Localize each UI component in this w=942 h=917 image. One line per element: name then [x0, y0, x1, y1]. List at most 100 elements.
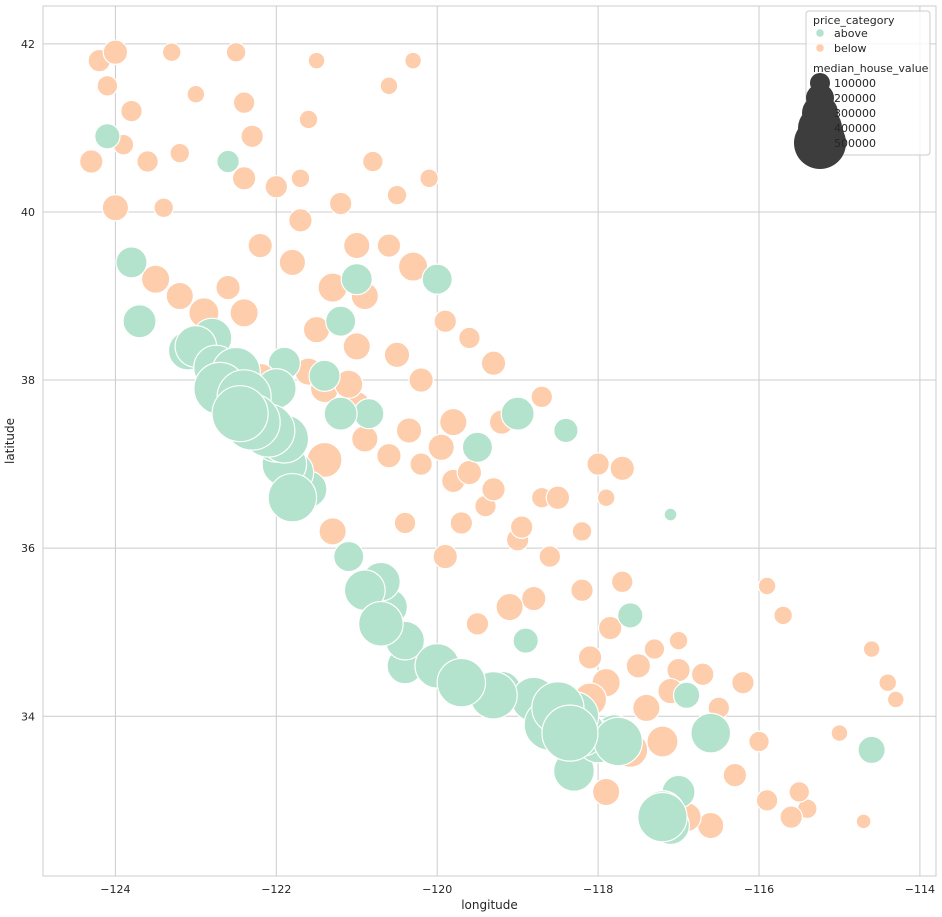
data-point	[376, 442, 402, 469]
data-point	[216, 149, 240, 174]
legend-size-label: 500000	[834, 137, 876, 150]
data-point	[609, 455, 636, 482]
data-point	[386, 184, 408, 206]
data-point	[878, 673, 898, 693]
data-point	[512, 627, 539, 654]
data-point	[358, 600, 404, 647]
data-point	[122, 304, 157, 339]
y-axis-label: latitude	[3, 418, 17, 464]
data-point	[432, 543, 459, 570]
data-point	[779, 805, 803, 829]
legend-size-marker	[794, 117, 846, 169]
data-point	[340, 263, 373, 296]
legend-size-label: 300000	[834, 107, 876, 120]
data-points	[78, 39, 905, 846]
data-point	[323, 396, 358, 431]
data-point	[541, 704, 599, 762]
legend-size-title: median_house_value	[813, 62, 929, 75]
data-point	[419, 168, 440, 189]
x-tick-label: −124	[100, 883, 130, 896]
data-point	[481, 477, 506, 502]
data-point	[140, 264, 171, 294]
data-point	[427, 433, 455, 462]
legend-size-label: 100000	[834, 77, 876, 90]
legend-hue-title: price_category	[813, 14, 895, 27]
data-point	[500, 396, 535, 431]
data-point	[353, 398, 385, 430]
data-point	[586, 452, 610, 476]
data-point	[458, 326, 481, 350]
data-point	[632, 693, 661, 723]
data-point	[421, 263, 453, 295]
data-point	[409, 452, 433, 476]
legend-size-items: 100000 200000 300000 400000 500000	[794, 73, 876, 169]
data-point	[722, 762, 748, 788]
y-tick-label: 38	[21, 374, 35, 387]
data-point	[231, 166, 257, 191]
data-point	[325, 305, 357, 337]
data-point	[538, 545, 562, 568]
y-tick-label: 42	[21, 38, 35, 51]
data-point	[102, 39, 129, 65]
data-point	[886, 690, 905, 709]
legend-hue-marker	[815, 28, 825, 38]
data-point	[617, 602, 644, 629]
data-point	[773, 605, 794, 626]
data-point	[153, 197, 175, 219]
x-tick-label: −116	[744, 883, 774, 896]
data-point	[96, 75, 119, 97]
data-point	[596, 488, 616, 508]
data-point	[637, 791, 688, 843]
data-point	[788, 781, 811, 803]
data-point	[465, 612, 490, 636]
data-point	[456, 459, 483, 486]
data-point	[161, 42, 182, 63]
data-point	[165, 281, 194, 311]
data-point	[290, 168, 311, 189]
legend: price_category above below median_house_v…	[794, 10, 931, 169]
x-tick-labels: −124 −122 −120 −118 −116 −114	[100, 883, 935, 896]
data-point	[376, 233, 402, 258]
data-point	[383, 341, 411, 369]
data-point	[545, 485, 571, 511]
data-point	[351, 425, 379, 453]
data-point	[225, 41, 247, 63]
data-point	[610, 570, 634, 594]
y-tick-label: 34	[21, 710, 35, 723]
data-point	[307, 51, 326, 70]
data-point	[625, 653, 652, 679]
data-point	[404, 51, 422, 70]
data-point	[211, 385, 269, 443]
data-point	[436, 657, 487, 708]
data-point	[408, 367, 434, 393]
data-point	[247, 232, 273, 259]
legend-size-label: 400000	[834, 122, 876, 135]
data-point	[748, 730, 770, 753]
y-tick-labels: 34 36 38 40 42	[21, 38, 35, 723]
data-point	[690, 662, 715, 687]
data-point	[101, 194, 130, 222]
data-point	[663, 507, 678, 522]
data-point	[215, 274, 241, 301]
data-point	[395, 417, 423, 444]
x-tick-label: −122	[261, 883, 291, 896]
data-point	[120, 99, 143, 123]
legend-hue-marker	[815, 43, 825, 53]
data-point	[439, 407, 468, 437]
data-point	[577, 645, 603, 670]
data-point	[597, 615, 623, 641]
data-point	[288, 208, 313, 233]
data-point	[169, 142, 191, 164]
legend-size-label: 200000	[834, 92, 876, 105]
data-point	[278, 248, 307, 277]
data-point	[509, 515, 534, 539]
data-point	[520, 585, 547, 612]
data-point	[94, 123, 121, 150]
legend-hue-label: above	[834, 27, 868, 40]
data-point	[591, 777, 621, 807]
data-point	[862, 640, 881, 658]
data-point	[731, 670, 755, 695]
data-point	[480, 350, 507, 377]
x-tick-label: −120	[422, 883, 452, 896]
data-point	[668, 630, 689, 651]
